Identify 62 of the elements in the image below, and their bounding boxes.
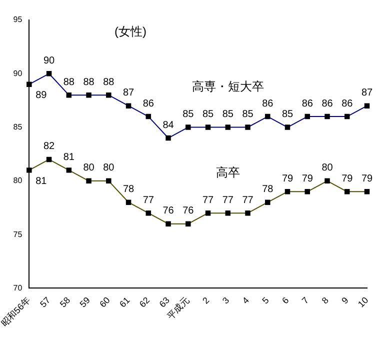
- text: 高卒: [216, 165, 240, 180]
- data-label: 77: [202, 194, 214, 206]
- x-tick-label: 8: [320, 295, 330, 306]
- series-label: 高専・短大卒: [192, 80, 264, 94]
- x-tick-label: 昭和56年: [0, 295, 32, 328]
- data-label: 80: [83, 162, 95, 174]
- data-label: 82: [43, 141, 56, 152]
- y-tick-label: 85: [13, 122, 23, 132]
- y-tick-label: 90: [13, 68, 23, 78]
- data-label: 77: [222, 194, 234, 206]
- data-label: 89: [36, 90, 48, 102]
- x-tick-label: 2: [200, 295, 212, 306]
- x-tick-label: 63: [157, 295, 172, 310]
- y-tick-label: 95: [13, 15, 23, 24]
- y-tick-label: 70: [13, 283, 23, 292]
- x-tick-label: 9: [340, 295, 350, 306]
- data-label: 85: [242, 109, 254, 120]
- y-tick-label: 75: [13, 230, 23, 239]
- data-label: 85: [202, 109, 214, 120]
- data-label: 78: [262, 184, 274, 196]
- data-label: 77: [142, 194, 154, 206]
- x-tick-label: 59: [78, 295, 92, 310]
- data-label: 79: [282, 173, 294, 184]
- data-label: 79: [302, 173, 314, 184]
- data-label: 87: [361, 88, 373, 99]
- data-label: 88: [63, 76, 75, 88]
- data-label: 86: [262, 98, 274, 110]
- data-label: 86: [302, 98, 314, 110]
- data-label: 76: [182, 206, 194, 217]
- data-label: 79: [361, 173, 373, 184]
- y-tick-label: 80: [13, 176, 23, 186]
- data-label: 88: [103, 76, 115, 88]
- data-label: 81: [36, 176, 48, 187]
- data-label: 86: [342, 98, 354, 110]
- data-label: 79: [342, 173, 354, 184]
- x-tick-label: 5: [260, 295, 271, 306]
- x-tick-label: 6: [280, 295, 291, 306]
- data-label: 77: [242, 194, 254, 206]
- x-tick-label: 3: [220, 295, 232, 306]
- x-tick-label: 4: [240, 295, 251, 306]
- data-label: 88: [83, 76, 95, 88]
- data-label: 81: [63, 152, 75, 163]
- chart-title: (女性): [114, 24, 147, 38]
- data-label: 84: [162, 120, 174, 131]
- data-label: 78: [122, 184, 135, 196]
- x-tick-label: 62: [137, 295, 152, 310]
- x-tick-label: 57: [38, 295, 52, 310]
- data-label: 86: [322, 98, 334, 110]
- data-label: 85: [182, 109, 194, 120]
- data-label: 80: [103, 162, 115, 174]
- x-tick-label: 10: [356, 295, 370, 310]
- data-label: 76: [162, 206, 174, 217]
- x-tick-label: 7: [300, 295, 311, 306]
- data-label: 87: [122, 88, 135, 99]
- x-tick-label: 61: [118, 295, 132, 310]
- x-tick-label: 60: [98, 295, 112, 310]
- data-label: 90: [43, 55, 56, 66]
- data-label: 86: [142, 98, 154, 110]
- data-label: 80: [322, 162, 334, 174]
- x-tick-label: 58: [58, 295, 72, 310]
- data-label: 85: [282, 109, 294, 120]
- data-label: 85: [222, 109, 234, 120]
